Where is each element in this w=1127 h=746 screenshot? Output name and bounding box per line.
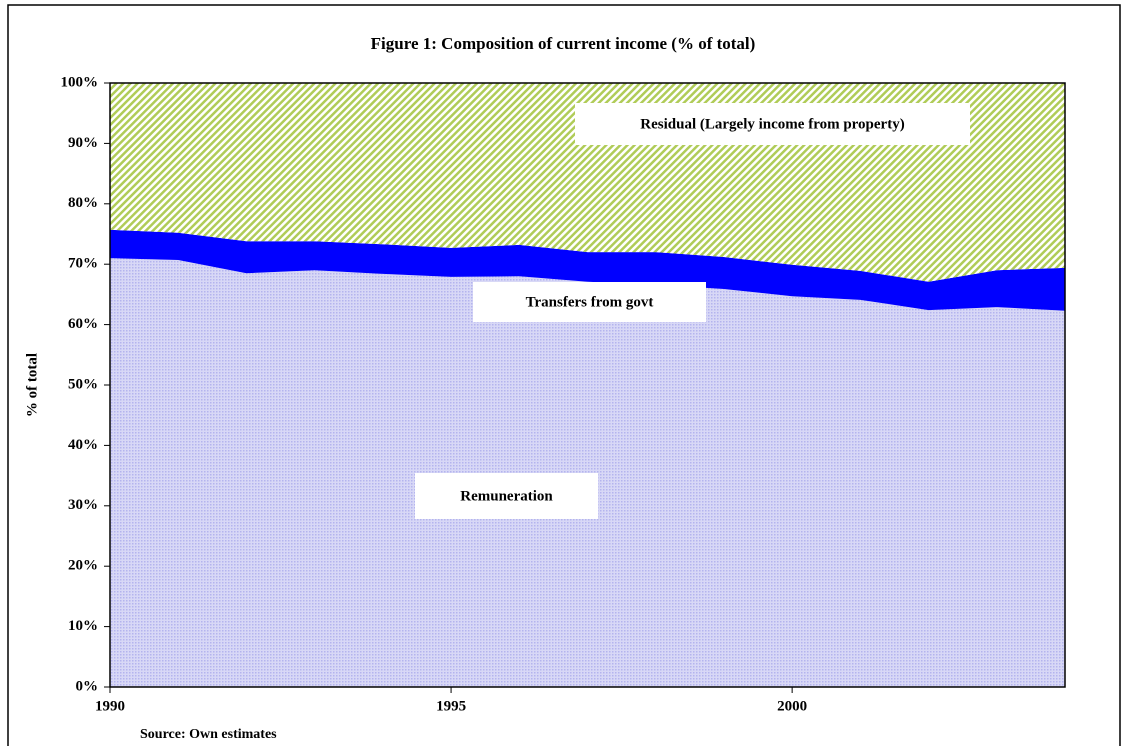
y-tick-label: 10% [68,618,98,634]
y-tick-label: 30% [68,497,98,513]
chart-title: Figure 1: Composition of current income … [371,34,756,53]
x-tick-label: 1990 [95,698,125,714]
y-tick-label: 0% [76,678,99,694]
legend-box [415,473,598,519]
legend-label: Transfers from govt [526,294,654,310]
legend-label: Residual (Largely income from property) [640,116,904,132]
x-tick-label: 2000 [777,698,807,714]
legend-box [575,103,970,145]
area [110,229,1065,311]
y-axis-label: % of total [24,353,40,417]
y-tick-label: 60% [68,316,98,332]
legend-box [473,282,706,322]
y-tick-label: 20% [68,558,98,574]
y-tick-label: 70% [68,256,98,272]
source-note: Source: Own estimates [140,727,277,742]
legend-label: Remuneration [460,488,553,504]
area [110,258,1065,687]
y-tick-label: 80% [68,195,98,211]
y-tick-label: 50% [68,376,98,392]
y-tick-label: 90% [68,135,98,151]
x-tick-label: 1995 [436,698,466,714]
y-tick-label: 100% [61,74,99,90]
y-tick-label: 40% [68,437,98,453]
